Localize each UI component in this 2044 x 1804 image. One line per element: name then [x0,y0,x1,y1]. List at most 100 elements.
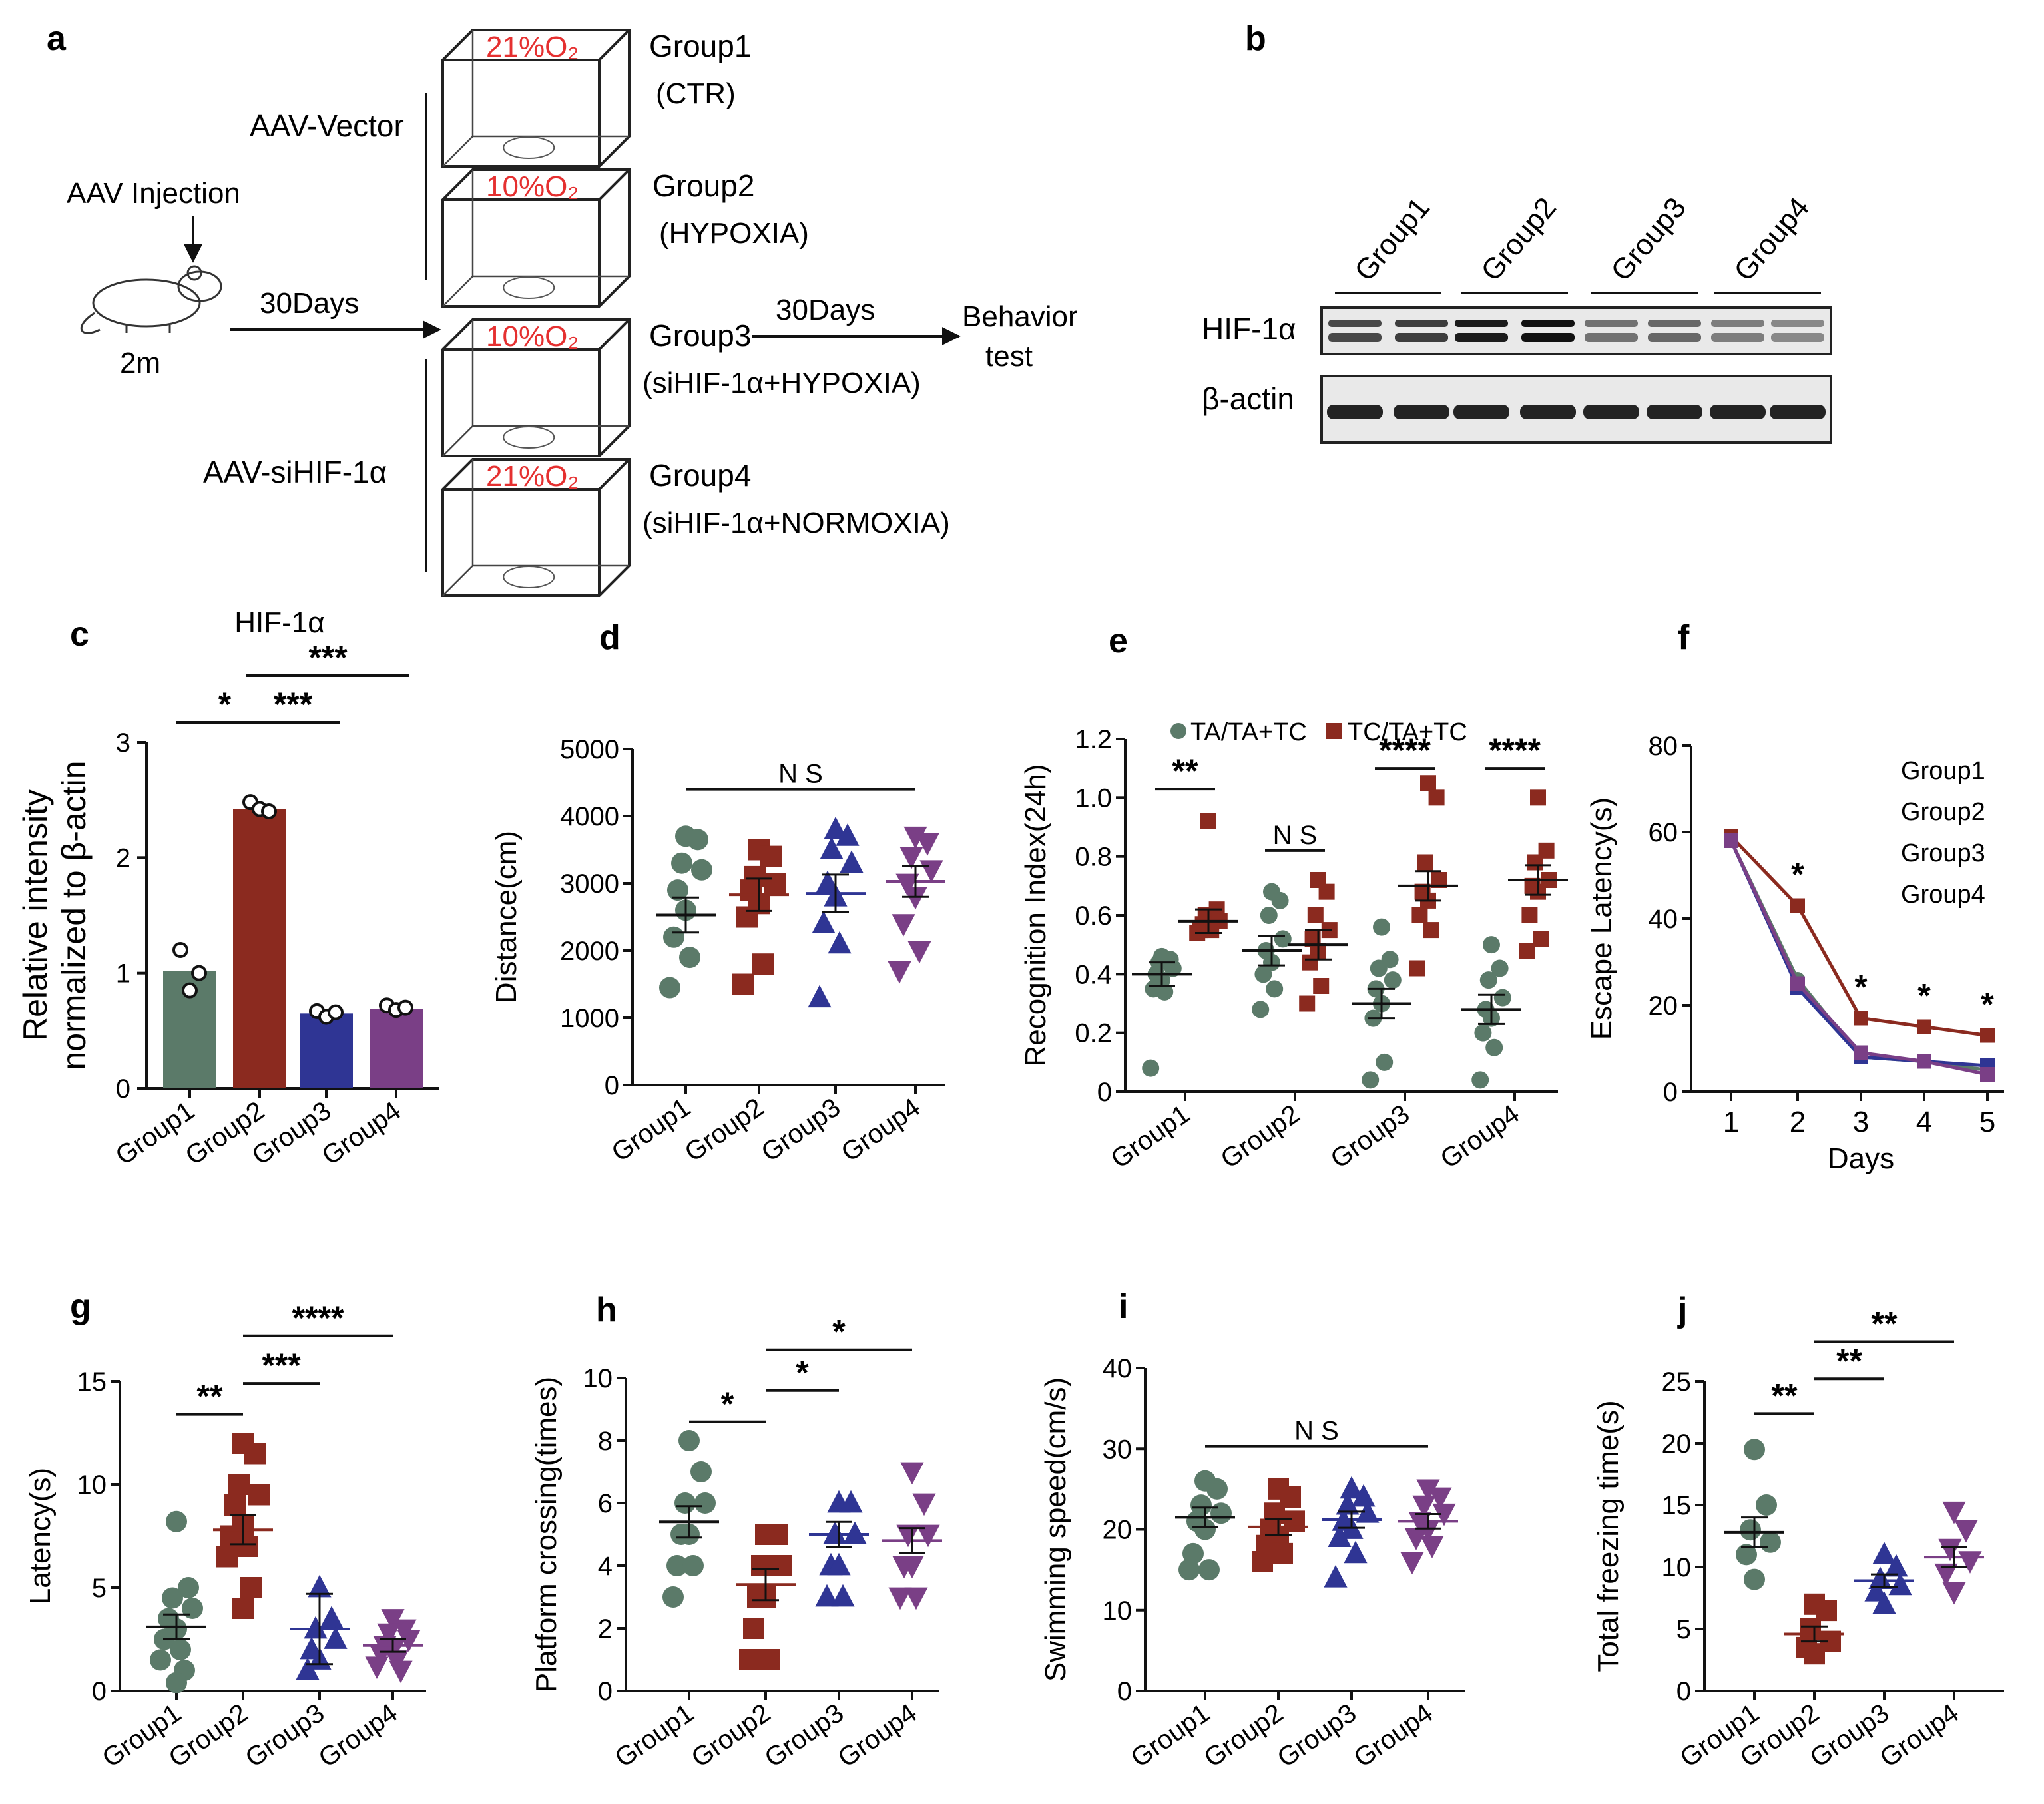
legend-label-tc: TC/TA+TC [1348,718,1467,746]
data-point [903,826,927,849]
panel-d-label: d [599,618,621,657]
bar-point [172,942,188,958]
y-axis-title: Escape Latency(s) [1585,797,1618,1040]
x-tick-label: Group4 [833,1698,923,1773]
y-axis-title: normalized to β-actin [55,760,93,1070]
actin-band [1453,405,1509,419]
ta-point [1384,971,1402,989]
line-point [1790,976,1805,991]
series-name: Group1 [1901,757,1985,785]
panel-b-label: b [1245,19,1266,58]
data-point [824,817,848,839]
data-point [1428,1487,1452,1510]
panel-c-label: c [70,615,89,654]
panel-h-label: h [596,1291,617,1329]
ta-point [1164,959,1182,977]
ta-point [1493,989,1511,1007]
data-point [1420,1536,1444,1558]
panel-a-label: a [47,19,67,58]
chamber-mouse-icon [503,566,555,588]
data-point [764,873,786,894]
x-tick-label: Group4 [314,1698,403,1773]
significance-label: * [796,1354,809,1391]
y-tick-label: 10 [77,1470,107,1500]
hif-band [1521,333,1575,342]
chamber-mouse-icon [503,426,555,449]
y-tick-label: 10 [1662,1553,1692,1582]
actin-band [1710,405,1766,419]
x-tick-label: Group1 [1106,1099,1196,1174]
hif-band [1521,320,1575,327]
bar-point [261,803,277,819]
chamber-box-2: 10%O₂ Group2 (HYPOXIA) [441,168,809,308]
data-point [1352,1484,1376,1507]
data-point [1344,1540,1368,1564]
significance-label: *** [274,686,313,723]
mouse-icon [80,265,222,334]
chamber-inner-edges [442,459,629,596]
data-point [839,1490,863,1513]
o2-label: 10%O₂ [486,320,579,353]
panel-f-label: f [1678,618,1690,657]
line-point [1854,1011,1868,1026]
data-point [166,1672,187,1693]
data-point [899,847,923,869]
significance-label: **** [292,1299,344,1337]
line-point [1854,1045,1868,1060]
line-point [1917,1054,1931,1069]
data-point [736,906,758,928]
y-tick-label: 1 [116,959,130,989]
line-point [1724,833,1738,848]
significance-star: * [1917,977,1931,1015]
ta-point [1491,959,1509,977]
significance-label: *** [308,639,348,676]
actin-band [1520,405,1576,419]
data-point [888,961,911,984]
legend-label-ta: TA/TA+TC [1190,718,1307,746]
y-axis-title: Distance(cm) [490,831,523,1003]
data-point [178,1577,199,1598]
tc-point [1302,954,1318,971]
actin-row-label: β-actin [1202,381,1294,416]
significance-label: **** [1489,732,1541,769]
significance-label: ** [1836,1342,1862,1379]
y-tick-label: 25 [1662,1367,1692,1397]
data-point [248,1484,270,1506]
x-tick-label: 5 [1979,1106,1995,1138]
data-point [1942,1582,1966,1605]
behavior-label: Behavior [962,300,1078,333]
hif-band [1585,333,1638,342]
data-point [1400,1552,1424,1575]
data-point [1324,1565,1348,1588]
y-tick-label: 6 [598,1489,613,1518]
hif-band [1585,320,1638,327]
data-point [767,1524,788,1545]
data-point [1934,1563,1958,1586]
x-tick-label: Group3 [1272,1698,1362,1773]
y-tick-label: 40 [1649,905,1678,934]
data-point [1804,1643,1825,1665]
hif-band [1711,320,1764,327]
group-desc: (siHIF-1α+NORMOXIA) [642,507,950,539]
data-point [919,860,943,883]
data-point [308,1574,332,1598]
age-label: 2m [120,347,160,379]
chamber-box-3: 10%O₂ Group3 (siHIF-1α+HYPOXIA) [441,318,921,457]
x-tick-label: Group3 [760,1698,850,1773]
data-point [1938,1538,1962,1562]
tc-point [1313,978,1330,994]
data-point [1340,1476,1364,1499]
data-point [892,914,915,937]
data-point [743,1618,764,1639]
y-tick-label: 2 [116,843,130,873]
y-axis-title: Swimming speed(cm/s) [1039,1377,1072,1682]
data-point [232,1598,254,1619]
y-tick-label: 0 [1097,1078,1112,1107]
y-tick-label: 4000 [560,802,619,831]
data-point [812,911,836,933]
ta-point [1483,936,1500,954]
ta-point [1274,930,1292,948]
y-tick-label: 0 [598,1677,613,1706]
data-point [732,973,754,995]
bar-point [397,999,413,1016]
